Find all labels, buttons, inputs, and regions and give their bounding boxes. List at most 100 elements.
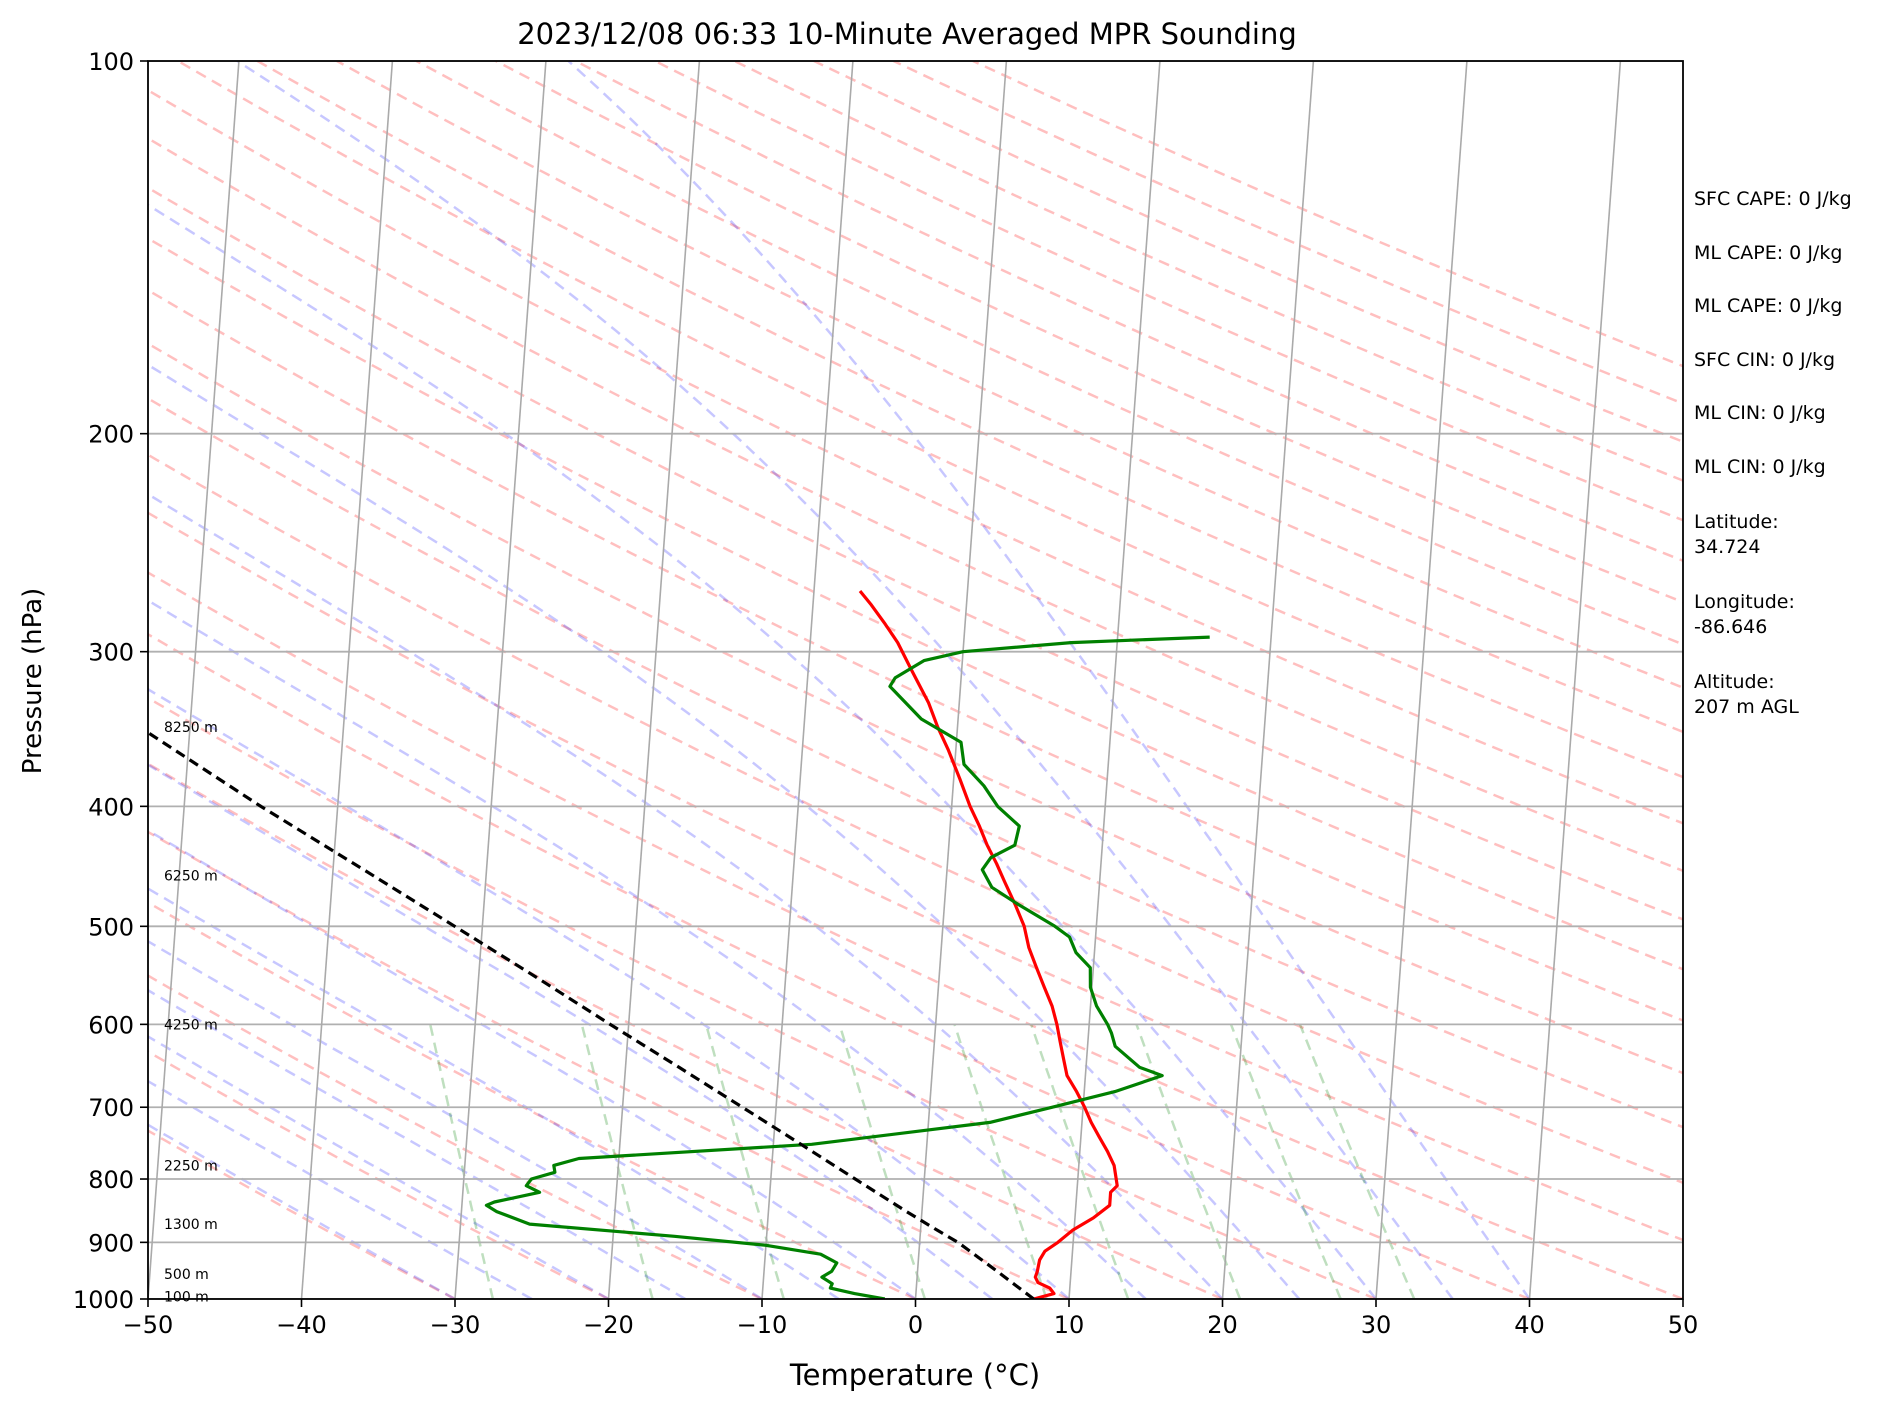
isotherm-line [607, 61, 701, 1299]
mixing-ratio-line [580, 1024, 654, 1299]
dry-adiabat-line [148, 901, 917, 1299]
x-tick-label: −20 [583, 1311, 634, 1339]
series-line-0 [858, 589, 1119, 1299]
dry-adiabat-line [415, 61, 1683, 646]
isotherm-line [1068, 61, 1161, 1299]
y-tick-label: 600 [88, 1011, 134, 1039]
mixing-ratio-line [1229, 1023, 1342, 1299]
dry-adiabat-line [148, 762, 1223, 1299]
moist-adiabat-line [148, 1079, 533, 1299]
height-labels: 8250 m 6250 m 4250 m 2250 m 1300 m 500 m 100 m [164, 720, 218, 1305]
series-lines [148, 589, 1210, 1299]
x-tick-label: 10 [1054, 1311, 1085, 1339]
moist-adiabat-line [148, 203, 1377, 1299]
moist-adiabat-line [148, 939, 763, 1299]
dry-adiabat-line [574, 61, 1683, 563]
x-tick-label: 40 [1514, 1311, 1545, 1339]
height-label: 500 m [164, 1267, 209, 1283]
series-line-2 [148, 730, 1035, 1299]
y-tick-label: 500 [88, 913, 134, 941]
dry-adiabat-line [148, 632, 1530, 1299]
moist-adiabat-line [148, 492, 1224, 1299]
ml-cape-text-2: ML CAPE: 0 J/kg [1694, 295, 1843, 317]
ml-cin-text-2: ML CIN: 0 J/kg [1694, 456, 1826, 478]
series-line-1 [484, 635, 1210, 1299]
chart-title: 2023/12/08 06:33 10-Minute Averaged MPR … [517, 17, 1297, 51]
isotherm-line [148, 61, 240, 1299]
ml-cin-text: ML CIN: 0 J/kg [1694, 402, 1826, 424]
ml-cape-text: ML CAPE: 0 J/kg [1694, 242, 1843, 264]
dry-adiabat-line [148, 136, 1683, 873]
isotherm-line [300, 61, 394, 1299]
x-axis-ticks: −50 −40 −30 −20 −10 0 10 20 30 40 50 [123, 1299, 1699, 1339]
dry-adiabat-line [148, 696, 1377, 1299]
dry-adiabat-line [148, 571, 1683, 1299]
dry-adiabat-line [177, 61, 1683, 779]
moist-adiabat-line [567, 61, 1531, 1299]
mixing-ratio-line [428, 1024, 495, 1299]
y-axis-ticks: 100 200 300 400 500 600 700 800 900 1000 [73, 48, 148, 1314]
dry-adiabat-line [148, 186, 1683, 921]
grid-lines [148, 61, 1893, 1299]
height-label: 100 m [164, 1289, 209, 1305]
altitude-text: Altitude: 207 m AGL [1694, 671, 1799, 718]
y-tick-label: 900 [88, 1229, 134, 1257]
y-axis-label: Pressure (hPa) [18, 588, 48, 775]
x-tick-label: 30 [1361, 1311, 1392, 1339]
dry-adiabat-line [148, 511, 1683, 1242]
isotherm-line [1837, 61, 1893, 1299]
y-tick-label: 800 [88, 1166, 134, 1194]
height-label: 1300 m [164, 1217, 218, 1233]
x-tick-label: 50 [1668, 1311, 1699, 1339]
moist-adiabat-line [148, 687, 1070, 1299]
dry-adiabat-line [148, 396, 1683, 1129]
dry-adiabat-line [148, 1129, 456, 1299]
moist-adiabat-line [148, 887, 840, 1299]
mixing-ratio-line [704, 1024, 785, 1299]
y-tick-label: 300 [88, 639, 134, 667]
isotherm-line [1375, 61, 1468, 1299]
dry-adiabat-line [336, 61, 1683, 689]
x-tick-label: 0 [908, 1311, 923, 1339]
mixing-ratio-line [1298, 1023, 1416, 1299]
y-tick-label: 1000 [73, 1286, 134, 1314]
dry-adiabat-line [148, 974, 763, 1299]
x-tick-label: −40 [276, 1311, 327, 1339]
moist-adiabat-line [148, 363, 1301, 1299]
mixing-ratio-line [838, 1024, 927, 1299]
dry-adiabat-line [148, 288, 1683, 1022]
mixing-ratio-line [1135, 1023, 1242, 1299]
dry-adiabat-line [148, 453, 1683, 1185]
y-tick-label: 100 [88, 48, 134, 76]
y-tick-label: 200 [88, 421, 134, 449]
height-label: 4250 m [164, 1017, 218, 1033]
moist-adiabat-line [148, 763, 994, 1299]
x-tick-label: 20 [1207, 1311, 1238, 1339]
y-tick-label: 400 [88, 793, 134, 821]
dry-adiabat-line [148, 88, 1683, 825]
height-label: 6250 m [164, 869, 218, 885]
isotherm-line [454, 61, 547, 1299]
sfc-cin-text: SFC CIN: 0 J/kg [1694, 349, 1836, 371]
x-tick-label: −50 [123, 1311, 174, 1339]
longitude-text: Longitude: -86.646 [1694, 591, 1795, 638]
x-tick-label: −10 [737, 1311, 788, 1339]
mixing-ratio-line [953, 1024, 1048, 1299]
isotherm-line [761, 61, 854, 1299]
y-tick-label: 700 [88, 1094, 134, 1122]
x-axis-label: Temperature (°C) [789, 1358, 1040, 1392]
height-label: 8250 m [164, 720, 218, 736]
dry-adiabat-line [148, 342, 1683, 1075]
isotherm-line [1221, 61, 1315, 1299]
height-label: 2250 m [164, 1158, 218, 1174]
background-lines [148, 61, 1683, 1299]
sfc-cape-text: SFC CAPE: 0 J/kg [1694, 188, 1852, 210]
isotherm-line [914, 61, 1008, 1299]
moist-adiabat-line [148, 828, 917, 1299]
isotherm-line [1528, 61, 1622, 1299]
latitude-text: Latitude: 34.724 [1694, 511, 1779, 558]
moist-adiabat-line [148, 599, 1147, 1299]
moist-adiabat-line [236, 61, 1454, 1299]
x-tick-label: −30 [430, 1311, 481, 1339]
